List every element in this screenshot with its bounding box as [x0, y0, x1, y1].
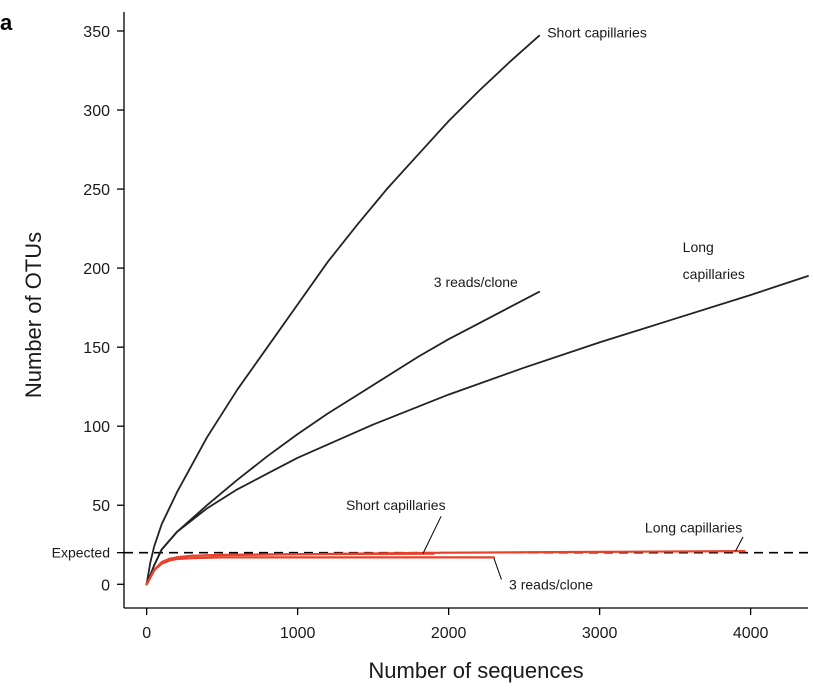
- short-capillaries-leader-line: [422, 516, 442, 554]
- black-3-reads-clone-annotation: 3 reads/clone: [434, 274, 518, 290]
- y-tick-label: 200: [83, 261, 110, 278]
- black-short-capillaries-annotation: Short capillaries: [547, 25, 647, 41]
- x-tick-label: 2000: [431, 625, 467, 642]
- three-reads-clone-leader-line: [493, 558, 502, 580]
- panel-label: a: [0, 10, 13, 35]
- y-tick-label: 100: [83, 419, 110, 436]
- y-tick-label: 150: [83, 340, 110, 357]
- y-tick-label: 250: [83, 182, 110, 199]
- y-tick-label: 50: [92, 498, 110, 515]
- y-axis-title: Number of OTUs: [21, 232, 46, 398]
- red-long-capillaries-annotation: Long capillaries: [645, 519, 742, 535]
- red-short-capillaries-annotation: Short capillaries: [346, 497, 446, 513]
- black-long-annotation: Long: [683, 239, 714, 255]
- long-capillaries-leader-line: [735, 536, 744, 552]
- black-capillaries-annotation: capillaries: [683, 266, 745, 282]
- expected-reference-group: Expected: [52, 545, 813, 561]
- x-tick-label: 3000: [582, 625, 618, 642]
- expected-label: Expected: [52, 545, 110, 561]
- y-tick-label: 300: [83, 103, 110, 120]
- red-3-reads-clone-line: [145, 556, 495, 586]
- red-long-capillaries-line: [145, 550, 746, 586]
- x-tick-label: 1000: [280, 625, 316, 642]
- red-3-reads-clone-annotation: 3 reads/clone: [509, 576, 593, 592]
- x-axis-title: Number of sequences: [368, 658, 583, 683]
- y-tick-label: 350: [83, 24, 110, 41]
- annotations-group: Short capillaries 3 reads/clone Long capill…: [346, 25, 745, 593]
- black-short-capillaries-line: [145, 34, 541, 586]
- x-tick-label: 4000: [733, 625, 769, 642]
- y-tick-label: 0: [101, 577, 110, 594]
- axes-group: 0 50 100 150 200 250 300 350 0 1000 2000 3000 4000 Nu…: [21, 12, 808, 683]
- black-long-capillaries-line: [145, 275, 809, 586]
- series-lines-group: [145, 34, 809, 586]
- x-tick-label: 0: [142, 625, 151, 642]
